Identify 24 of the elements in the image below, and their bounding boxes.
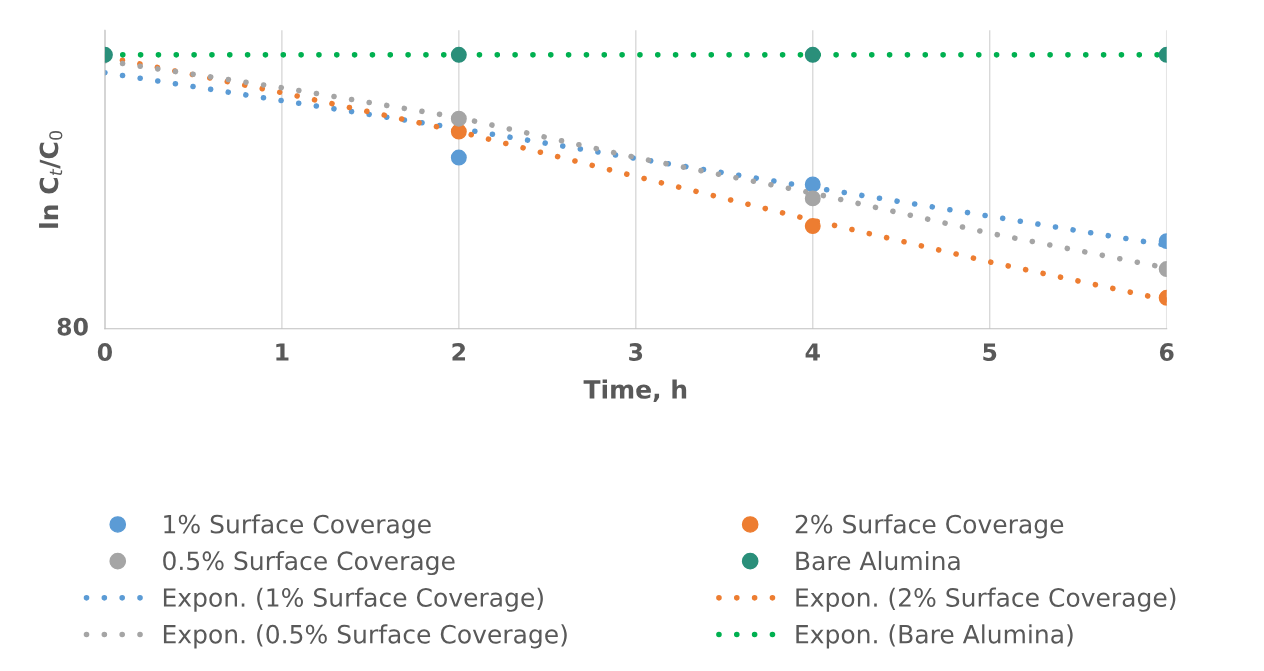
x-axis-title: Time, h	[583, 379, 687, 402]
legend-label: Expon. (Bare Alumina)	[796, 624, 1073, 649]
point	[804, 176, 821, 193]
legend-label: 2% Surface Coverage	[795, 514, 1064, 539]
x-tick-label: 3	[629, 343, 643, 361]
text: 80	[57, 317, 88, 336]
point	[450, 149, 467, 166]
x-tick-label: 0	[97, 343, 112, 361]
x-tick-label: 1	[276, 343, 289, 361]
x-tick-label: 4	[805, 343, 820, 361]
legend-label: 0.5% Surface Coverage	[163, 550, 455, 576]
point	[804, 190, 821, 207]
point	[450, 123, 467, 140]
legend-label: Bare Alumina	[796, 550, 960, 571]
x-tick-label: 2	[452, 343, 465, 361]
x-tick-label: 5	[983, 343, 997, 361]
legend-label: Expon. (0.5% Surface Coverage)	[163, 624, 567, 649]
point	[804, 218, 821, 235]
point	[450, 110, 467, 127]
y-axis-title: ln C$_{t}$/C$_{0}$	[39, 130, 63, 228]
x-tick-label: 6	[1159, 343, 1174, 361]
legend-label: 1% Surface Coverage	[164, 514, 431, 539]
legend-label: Expon. (1% Surface Coverage)	[163, 587, 543, 612]
legend-label: Expon. (2% Surface Coverage)	[796, 587, 1176, 612]
